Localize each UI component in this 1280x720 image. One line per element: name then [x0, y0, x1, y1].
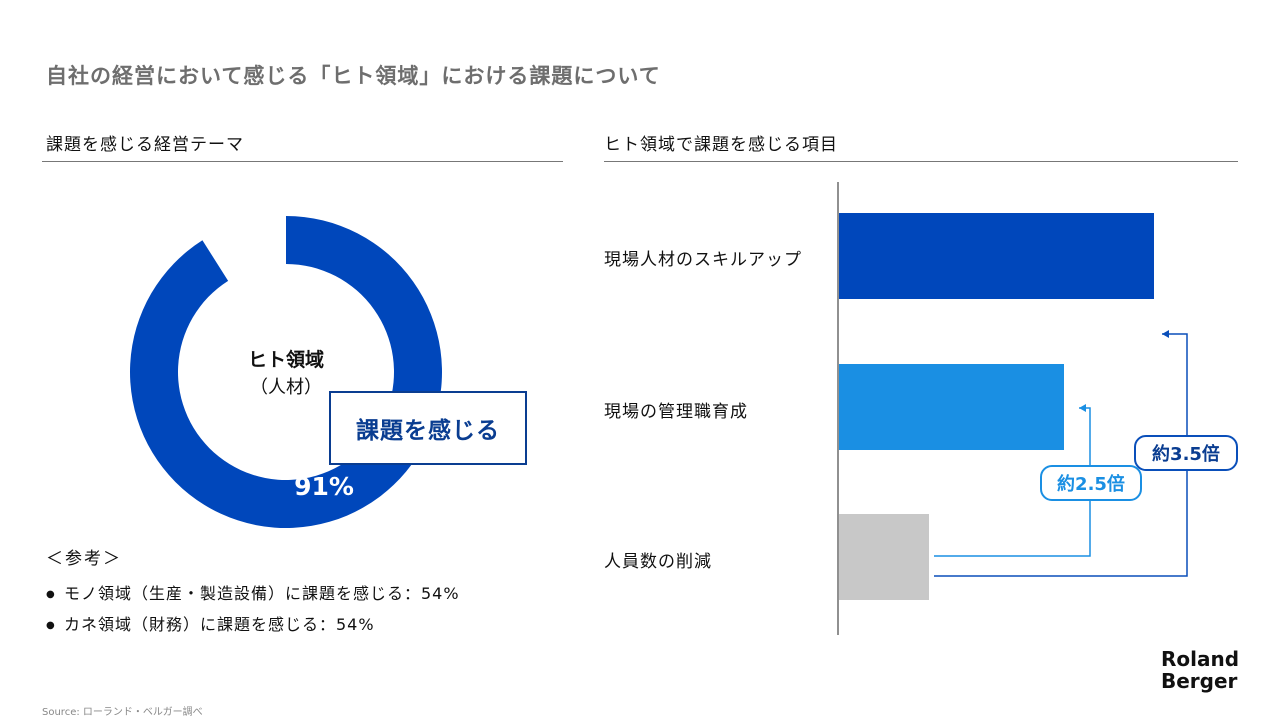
left-section-title: 課題を感じる経営テーマ — [46, 135, 244, 155]
reference-item: ● モノ領域（生産・製造設備）に課題を感じる：54% — [46, 580, 460, 604]
bar-category-label: 人員数の削減 — [604, 552, 712, 572]
left-section-divider — [42, 161, 563, 162]
bar-manager-training — [839, 364, 1064, 450]
reference-item: ● カネ領域（財務）に課題を感じる：54% — [46, 611, 375, 635]
arrow-head-icon — [1162, 330, 1169, 338]
multiplier-badge: 約3.5倍 — [1134, 435, 1238, 471]
source-note: Source: ローランド・ベルガー調べ — [42, 707, 203, 718]
reference-heading: ＜参考＞ — [46, 549, 122, 569]
multiplier-badge: 約2.5倍 — [1040, 465, 1142, 501]
donut-center-sublabel: （人材） — [250, 377, 322, 398]
right-section-divider — [604, 161, 1238, 162]
callout-box: 課題を感じる — [329, 391, 527, 465]
bar-category-label: 現場の管理職育成 — [604, 402, 748, 422]
reference-text: モノ領域（生産・製造設備）に課題を感じる：54% — [64, 584, 460, 603]
donut-slice-rest — [205, 216, 284, 280]
donut-percent-label: 91% — [294, 472, 354, 501]
page-title: 自社の経営において感じる「ヒト領域」における課題について — [46, 64, 661, 88]
bar-skill-up — [839, 213, 1154, 299]
donut-center-label: ヒト領域 — [247, 349, 324, 371]
logo-line: Berger — [1161, 669, 1238, 693]
arrow-head-icon — [1079, 404, 1086, 412]
bullet-icon: ● — [46, 620, 56, 631]
bar-category-label: 現場人材のスキルアップ — [604, 250, 802, 270]
bar-staff-reduction — [839, 514, 929, 600]
bullet-icon: ● — [46, 589, 56, 600]
reference-text: カネ領域（財務）に課題を感じる：54% — [64, 615, 375, 634]
logo-line: Roland — [1161, 647, 1240, 671]
brand-logo: Roland Berger — [1161, 648, 1239, 692]
right-section-title: ヒト領域で課題を感じる項目 — [604, 135, 838, 155]
